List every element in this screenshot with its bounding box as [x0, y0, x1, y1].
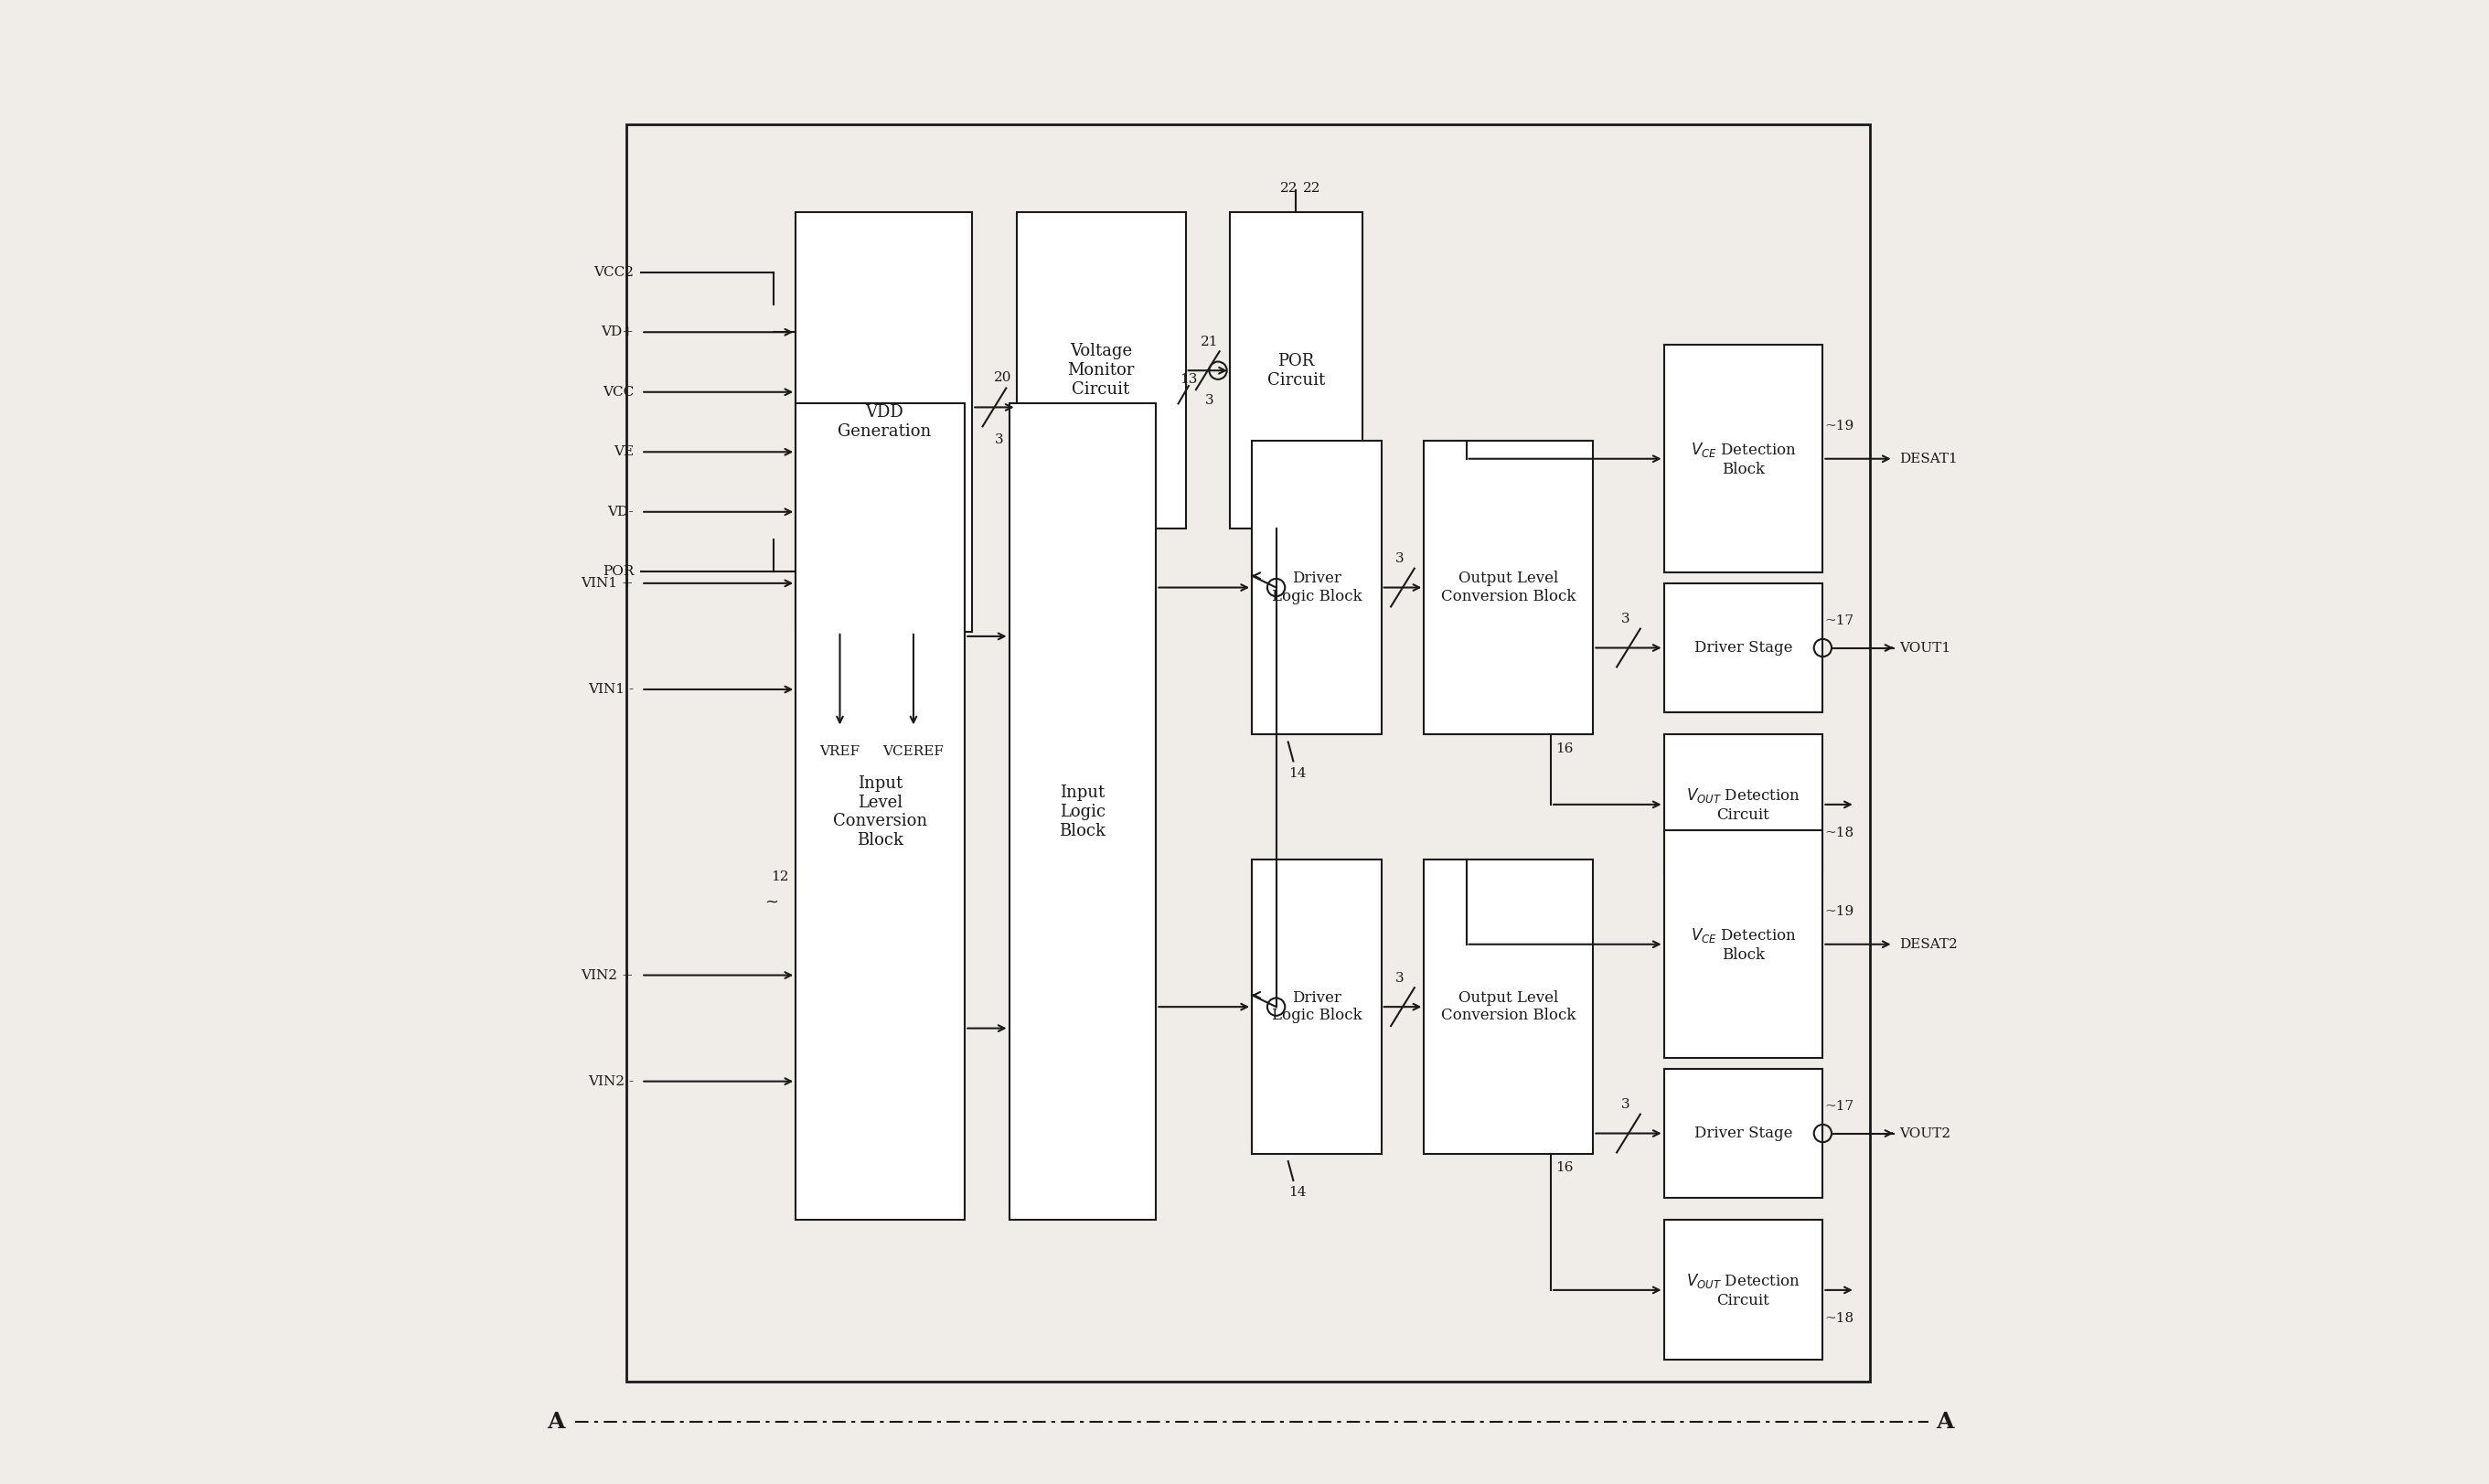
Text: VCEREF: VCEREF — [884, 745, 943, 758]
Text: 21: 21 — [1200, 335, 1217, 349]
Text: POR: POR — [602, 565, 635, 579]
Text: Driver Stage: Driver Stage — [1695, 640, 1792, 656]
FancyBboxPatch shape — [1008, 404, 1157, 1220]
FancyBboxPatch shape — [1663, 735, 1822, 874]
Text: VD-: VD- — [607, 506, 635, 518]
Text: VE: VE — [615, 445, 635, 459]
Text: VOUT2: VOUT2 — [1899, 1126, 1951, 1140]
Text: $V_{OUT}$ Detection
Circuit: $V_{OUT}$ Detection Circuit — [1685, 1272, 1800, 1309]
FancyBboxPatch shape — [1252, 859, 1381, 1155]
Text: VIN2 +: VIN2 + — [582, 969, 635, 981]
Text: VIN2 -: VIN2 - — [587, 1074, 635, 1088]
Text: 20: 20 — [993, 371, 1013, 384]
Text: 14: 14 — [1289, 767, 1307, 779]
Text: Output Level
Conversion Block: Output Level Conversion Block — [1441, 571, 1576, 604]
FancyBboxPatch shape — [796, 212, 973, 632]
FancyBboxPatch shape — [1663, 1220, 1822, 1359]
Text: VCC2: VCC2 — [595, 266, 635, 279]
Text: VD+: VD+ — [600, 325, 635, 338]
Text: Input
Level
Conversion
Block: Input Level Conversion Block — [834, 775, 928, 849]
Text: 22: 22 — [1304, 183, 1322, 194]
Text: 3: 3 — [1396, 552, 1404, 565]
Text: DESAT2: DESAT2 — [1899, 938, 1956, 951]
Text: Driver Stage: Driver Stage — [1695, 1125, 1792, 1141]
Text: ~17: ~17 — [1824, 614, 1854, 628]
Text: DESAT1: DESAT1 — [1899, 453, 1956, 464]
Text: 22: 22 — [1279, 183, 1297, 194]
Text: 16: 16 — [1556, 742, 1573, 755]
Text: Driver
Logic Block: Driver Logic Block — [1272, 990, 1361, 1024]
Text: A: A — [1936, 1411, 1954, 1432]
Text: Driver
Logic Block: Driver Logic Block — [1272, 571, 1361, 604]
Text: 3: 3 — [1396, 972, 1404, 985]
Text: VDD
Generation: VDD Generation — [836, 404, 931, 439]
Text: 12: 12 — [772, 871, 789, 883]
Text: Output Level
Conversion Block: Output Level Conversion Block — [1441, 990, 1576, 1024]
Text: 3: 3 — [996, 433, 1003, 447]
FancyBboxPatch shape — [1663, 344, 1822, 573]
FancyBboxPatch shape — [1252, 441, 1381, 735]
FancyBboxPatch shape — [1663, 1068, 1822, 1198]
Text: 3: 3 — [1205, 395, 1215, 407]
Text: ~19: ~19 — [1824, 420, 1854, 432]
Text: VIN1 +: VIN1 + — [582, 577, 635, 589]
FancyBboxPatch shape — [1424, 441, 1593, 735]
FancyBboxPatch shape — [1663, 830, 1822, 1058]
Text: 14: 14 — [1289, 1186, 1307, 1199]
Text: 13: 13 — [1180, 372, 1197, 386]
FancyBboxPatch shape — [796, 404, 966, 1220]
Text: POR
Circuit: POR Circuit — [1267, 353, 1324, 389]
Text: ~19: ~19 — [1824, 905, 1854, 917]
Text: 16: 16 — [1556, 1162, 1573, 1174]
Text: VREF: VREF — [819, 745, 861, 758]
Text: 3: 3 — [1620, 1098, 1630, 1112]
FancyBboxPatch shape — [1424, 859, 1593, 1155]
Text: ~: ~ — [764, 893, 779, 910]
Text: Voltage
Monitor
Circuit: Voltage Monitor Circuit — [1068, 343, 1135, 398]
Text: ~18: ~18 — [1824, 1312, 1854, 1325]
Text: Input
Logic
Block: Input Logic Block — [1060, 785, 1105, 838]
Text: VCC: VCC — [602, 386, 635, 398]
FancyBboxPatch shape — [1230, 212, 1361, 528]
Text: $V_{CE}$ Detection
Block: $V_{CE}$ Detection Block — [1690, 441, 1797, 476]
Text: $V_{OUT}$ Detection
Circuit: $V_{OUT}$ Detection Circuit — [1685, 787, 1800, 822]
Text: A: A — [548, 1411, 565, 1432]
FancyBboxPatch shape — [1663, 583, 1822, 712]
Text: ~17: ~17 — [1824, 1100, 1854, 1113]
Text: 3: 3 — [1620, 613, 1630, 626]
FancyBboxPatch shape — [1016, 212, 1185, 528]
Text: VOUT1: VOUT1 — [1899, 641, 1951, 654]
Text: ~18: ~18 — [1824, 827, 1854, 840]
Text: VIN1 -: VIN1 - — [587, 683, 635, 696]
Text: $V_{CE}$ Detection
Block: $V_{CE}$ Detection Block — [1690, 926, 1797, 963]
